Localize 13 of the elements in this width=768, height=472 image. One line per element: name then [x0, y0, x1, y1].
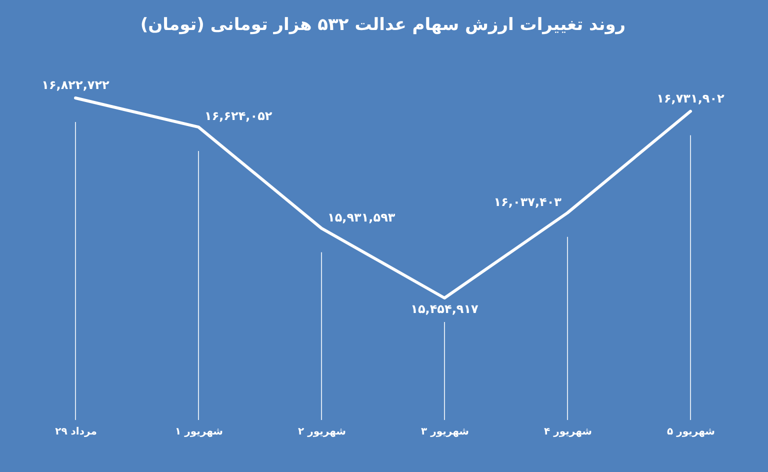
x-tick-label: ۳ شهریور: [420, 426, 470, 438]
x-tick-label: ۴ شهریور: [544, 426, 592, 438]
x-tick-label: ۲ شهریور: [298, 426, 346, 438]
data-label: ۱۵,۹۳۱,۵۹۳: [328, 210, 396, 224]
data-label: ۱۶,۶۲۴,۰۵۲: [204, 109, 273, 124]
chart-title: روند تغییرات ارزش سهام عدالت ۵۳۲ هزار تومانی (تومان): [140, 15, 626, 35]
x-tick-label: ۵ شهریور: [666, 426, 716, 438]
data-label: ۱۶,۷۳۱,۹۰۲: [656, 91, 726, 106]
data-label: ۱۶,۰۳۷,۴۰۳: [494, 194, 562, 209]
data-label: ۱۶,۸۲۲,۷۲۲: [42, 78, 110, 92]
x-tick-label: ۲۹ مرداد: [55, 426, 97, 438]
data-label: ۱۵,۴۵۴,۹۱۷: [410, 302, 480, 316]
x-tick-label: ۱ شهریور: [174, 426, 224, 438]
